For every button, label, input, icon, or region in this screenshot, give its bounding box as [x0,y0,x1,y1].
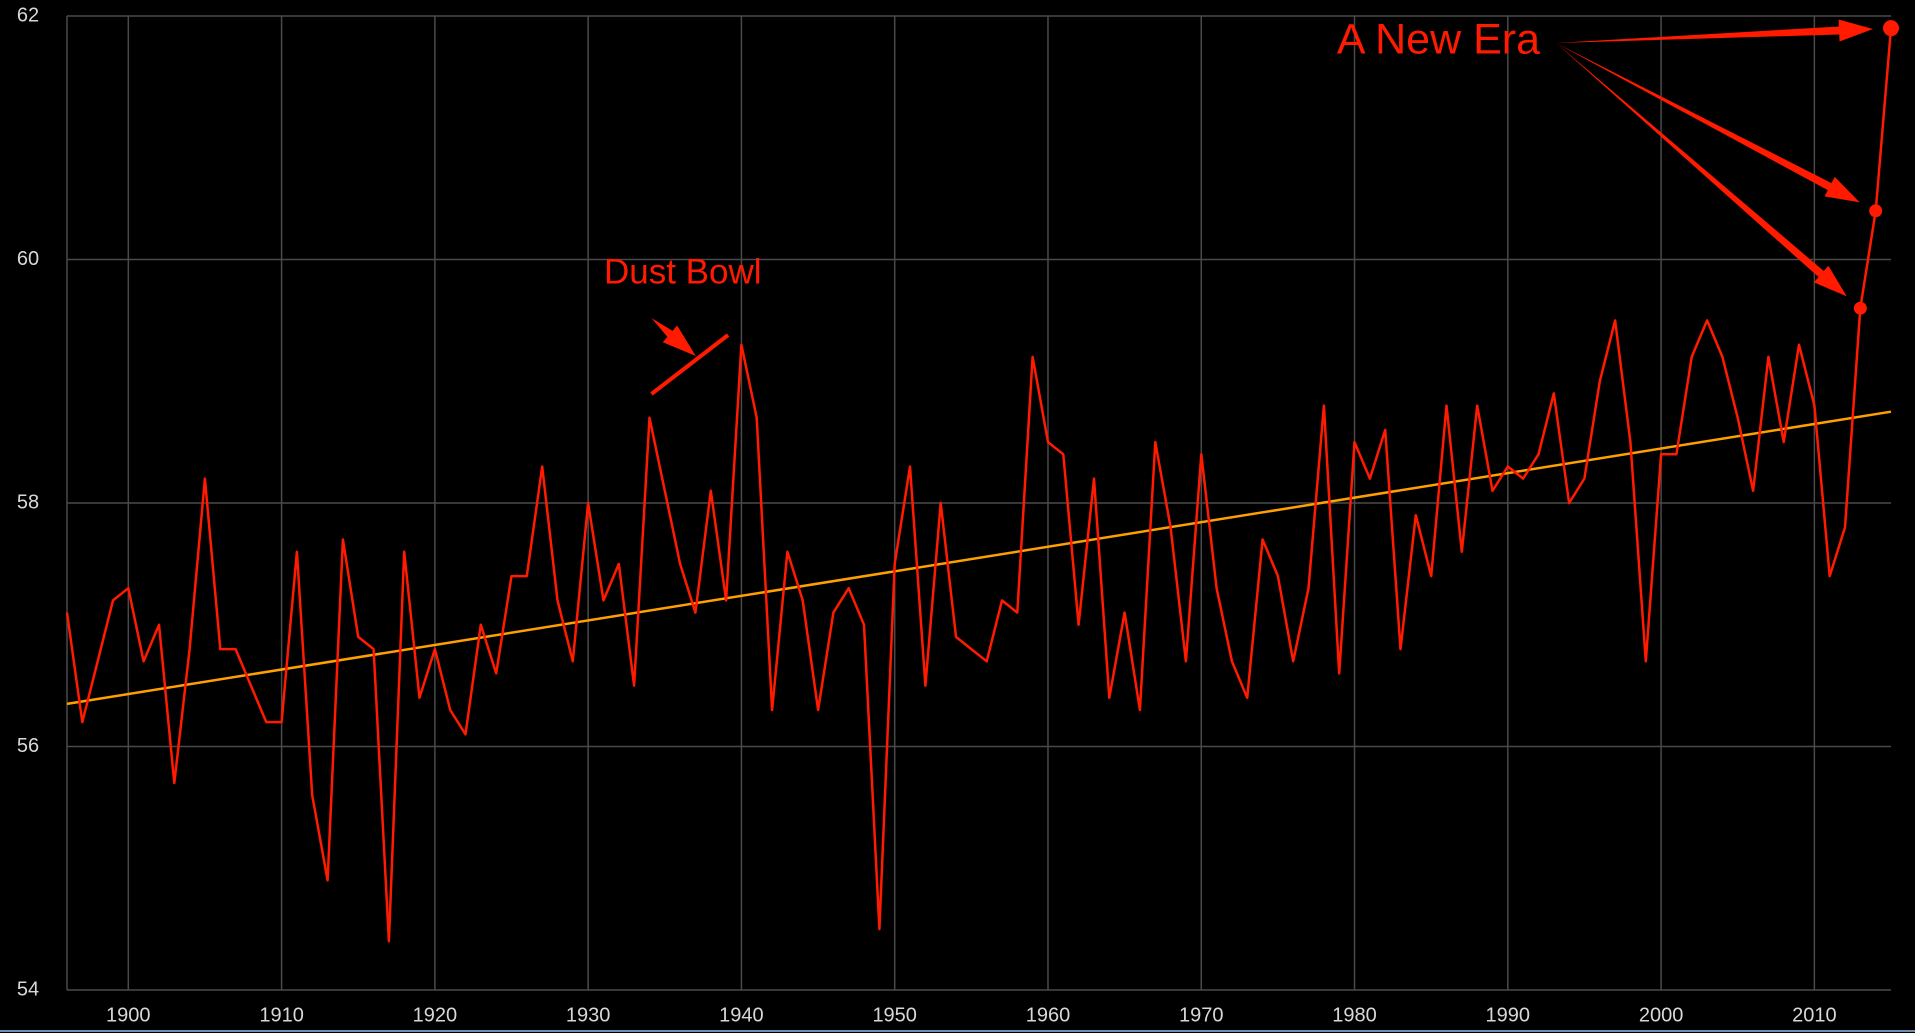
x-tick-label: 2010 [1792,1004,1837,1026]
annotation-arrow [651,318,696,356]
x-tick-label: 1920 [413,1004,458,1026]
y-tick-label: 58 [17,491,39,513]
x-tick-label: 1930 [566,1004,611,1026]
annotation-arrow [1556,43,1847,297]
annotation-text: Dust Bowl [604,252,762,291]
x-tick-label: 1940 [719,1004,764,1026]
data-line [65,28,1893,943]
annotation-text: A New Era [1337,15,1540,63]
x-tick-label: 1990 [1486,1004,1531,1026]
x-tick-label: 1950 [872,1004,917,1026]
x-tick-label: 1970 [1179,1004,1224,1026]
y-tick-label: 60 [17,248,39,270]
highlight-point [1883,20,1899,37]
highlight-point [1869,204,1883,218]
x-tick-label: 1980 [1332,1004,1377,1026]
annotation-arrow [1556,19,1874,43]
annotation-arrow [1556,43,1860,203]
x-tick-label: 2000 [1639,1004,1684,1026]
y-tick-label: 62 [17,4,39,26]
x-tick-label: 1900 [106,1004,151,1026]
y-tick-label: 56 [17,735,39,757]
highlight-point [1853,301,1867,315]
annotation-bracket [650,333,730,396]
x-tick-label: 1960 [1026,1004,1071,1026]
y-tick-label: 54 [17,978,39,1000]
x-tick-label: 1910 [259,1004,304,1026]
